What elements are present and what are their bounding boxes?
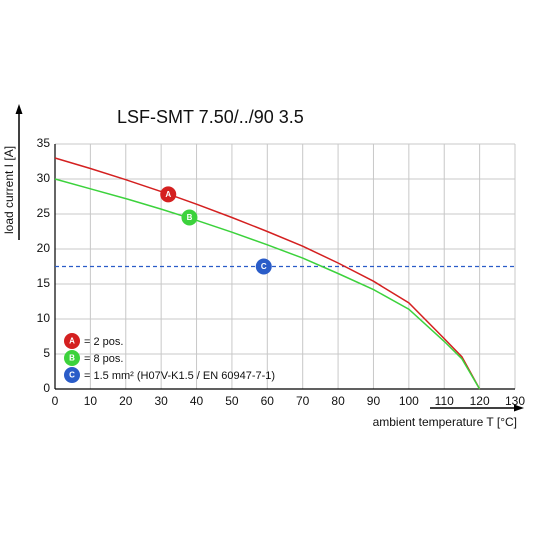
legend-label: = 1.5 mm² (H07V-K1.5 / EN 60947-7-1) [84, 370, 275, 382]
marker [160, 186, 177, 203]
x-tick-label: 0 [52, 394, 59, 408]
marker [181, 209, 198, 226]
marker-letter: A [165, 190, 171, 199]
x-tick-label: 80 [331, 394, 345, 408]
x-tick-label: 90 [367, 394, 381, 408]
marker-letter: C [69, 371, 75, 380]
x-tick-label: 130 [505, 394, 525, 408]
legend-label: = 2 pos. [84, 336, 123, 348]
curve [54, 157, 481, 390]
curve [54, 178, 481, 390]
marker [64, 350, 80, 366]
y-tick-label: 15 [37, 276, 51, 290]
y-axis-label: load current I [A] [2, 146, 16, 234]
marker-letter: A [69, 337, 75, 346]
x-tick-label: 110 [435, 394, 454, 408]
chart-title: LSF-SMT 7.50/../90 3.5 [117, 107, 304, 127]
x-tick-label: 30 [154, 394, 168, 408]
x-tick-label: 10 [84, 394, 98, 408]
marker-letter: B [69, 354, 75, 363]
x-tick-label: 60 [261, 394, 275, 408]
y-tick-label: 5 [43, 346, 50, 360]
x-label-arrowhead [514, 404, 524, 412]
marker-letter: C [261, 262, 267, 271]
y-tick-label: 10 [37, 311, 51, 325]
x-tick-label: 70 [296, 394, 310, 408]
y-tick-label: 0 [43, 381, 50, 395]
y-tick-label: 20 [37, 241, 51, 255]
y-label-arrowhead [15, 104, 23, 114]
marker-letter: B [187, 213, 193, 222]
marker [64, 367, 80, 383]
y-tick-label: 35 [37, 136, 51, 150]
y-tick-label: 30 [37, 171, 51, 185]
x-tick-label: 20 [119, 394, 133, 408]
legend-label: = 8 pos. [84, 353, 123, 365]
marker [64, 333, 80, 349]
x-axis-label: ambient temperature T [°C] [373, 415, 517, 429]
x-tick-label: 50 [225, 394, 239, 408]
x-tick-label: 120 [470, 394, 490, 408]
y-tick-label: 25 [37, 206, 51, 220]
marker [255, 258, 272, 275]
x-tick-label: 100 [399, 394, 419, 408]
x-tick-label: 40 [190, 394, 204, 408]
